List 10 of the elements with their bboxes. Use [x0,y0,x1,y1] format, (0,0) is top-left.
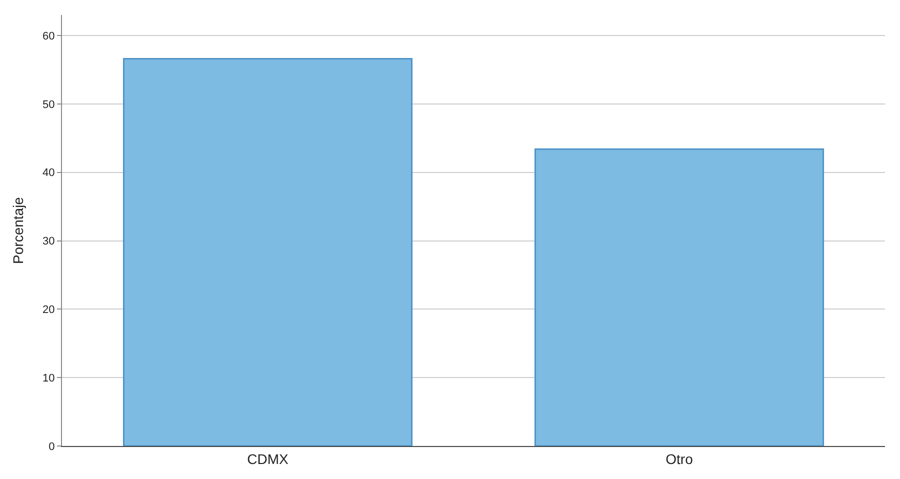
y-tick-label: 30 [42,236,55,248]
y-tick-label: 40 [42,167,55,180]
y-axis-title: Porcentaje [10,196,26,264]
y-tick-label: 60 [42,30,55,42]
y-tick-label: 0 [48,440,55,453]
y-tick-label: 10 [42,372,55,384]
y-tick-label: 20 [42,304,55,316]
x-tick-label: Otro [666,450,694,467]
x-tick-label: CDMX [247,450,290,467]
y-tick-label: 50 [42,98,55,111]
